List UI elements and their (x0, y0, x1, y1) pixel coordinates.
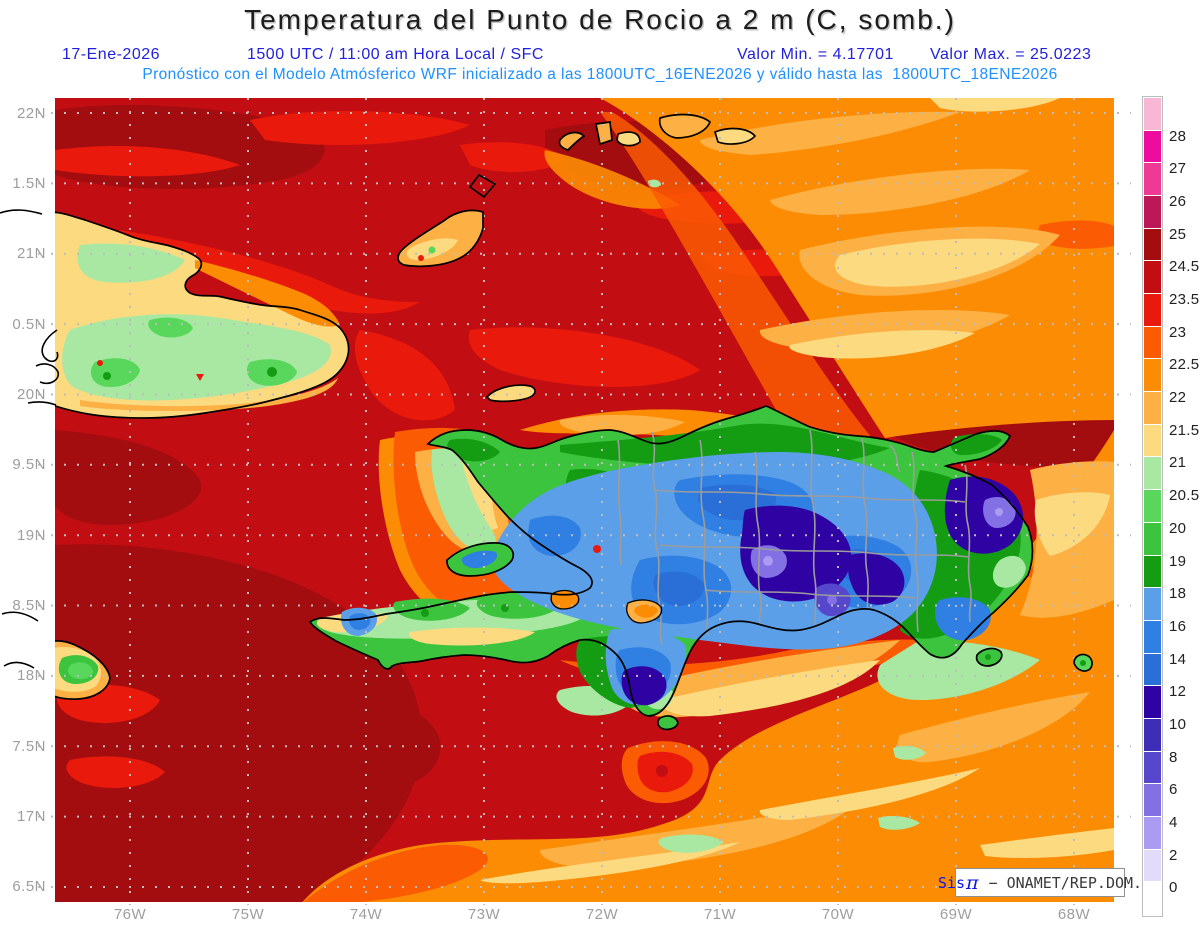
colorbar-cell (1144, 326, 1161, 359)
lat-tick-label: 9.5N (12, 456, 46, 474)
watermark-box: Sis π − ONAMET/REP.DOM. (938, 868, 1142, 897)
colorbar-cell (1144, 261, 1161, 294)
islands-bahamas-turks (398, 114, 755, 267)
colorbar-label: 28 (1169, 127, 1187, 145)
colorbar-cell (1144, 98, 1161, 130)
colorbar-label: 22 (1169, 389, 1187, 407)
colorbar-label: 16 (1169, 617, 1187, 635)
colorbar-label: 26 (1169, 193, 1187, 211)
max-value-label: Valor Max. = 25.0223 (930, 46, 1092, 63)
lat-tick-label: 22N (16, 104, 46, 122)
colorbar-label: 14 (1169, 650, 1187, 668)
admin-borders (617, 429, 972, 646)
colorbar-cell (1144, 457, 1161, 490)
colorbar-label: 18 (1169, 585, 1187, 603)
lat-tick-label: 8.5N (12, 597, 46, 615)
colorbar-label: 0 (1169, 879, 1178, 897)
colorbar-cell (1144, 522, 1161, 555)
lon-tick-label: 69W (939, 906, 973, 923)
lon-tick-label: 74W (349, 906, 383, 923)
colorbar-label: 27 (1169, 160, 1187, 178)
island-jamaica (55, 640, 110, 700)
watermark-text: − ONAMET/REP.DOM. (979, 873, 1143, 892)
watermark-brand: Sis (937, 873, 966, 892)
colorbar-cell (1144, 490, 1161, 522)
colorbar-label: 23.5 (1169, 291, 1200, 309)
colorbar-cell (1144, 163, 1161, 196)
gridlines (38, 98, 1131, 905)
colorbar-label: 20.5 (1169, 487, 1200, 505)
colorbar-label: 2 (1169, 846, 1178, 864)
colorbar-label: 21.5 (1169, 421, 1200, 439)
colorbar-cell (1144, 359, 1161, 392)
sea-vortex (637, 751, 693, 793)
watermark-pi-icon: π (966, 871, 979, 894)
colorbar-label: 21 (1169, 454, 1187, 472)
lon-tick-label: 71W (703, 906, 737, 923)
margin-coast-squiggles (0, 209, 60, 669)
colorbar-cell (1144, 849, 1161, 882)
lon-tick-label: 72W (585, 906, 619, 923)
colorbar-cell (1144, 228, 1161, 261)
colorbar-cell (1144, 620, 1161, 653)
colorbar-cell (1144, 130, 1161, 163)
colorbar-label: 10 (1169, 715, 1187, 733)
colorbar-label: 19 (1169, 552, 1187, 570)
colorbar-cell (1144, 816, 1161, 849)
lat-tick-label: 7.5N (12, 737, 46, 755)
colorbar-cell (1144, 686, 1161, 718)
lon-tick-label: 75W (231, 906, 265, 923)
colorbar-label: 25 (1169, 225, 1187, 243)
map-fill-layers (55, 98, 1114, 902)
lon-tick-label: 68W (1057, 906, 1091, 923)
lon-tick-label: 70W (821, 906, 855, 923)
islands-small (446, 542, 1093, 730)
model-info-line: Pronóstico con el Modelo Atmósferico WRF… (142, 66, 1058, 83)
colorbar-cell (1144, 882, 1161, 914)
colorbar-label: 20 (1169, 519, 1187, 537)
valid-time-label: 1500 UTC / 11:00 am Hora Local / SFC (247, 46, 544, 63)
colorbar-label: 12 (1169, 683, 1187, 701)
colorbar-cell (1144, 588, 1161, 620)
lon-tick-label: 73W (467, 906, 501, 923)
colorbar-label: 6 (1169, 781, 1178, 799)
lat-tick-label: 18N (16, 667, 46, 685)
colorbar-cell (1144, 555, 1161, 588)
colorbar-cell (1144, 653, 1161, 686)
lat-tick-label: 0.5N (12, 315, 46, 333)
colorbar-cell (1144, 784, 1161, 816)
min-value-label: Valor Min. = 4.17701 (737, 46, 894, 63)
colorbar-label: 23 (1169, 323, 1187, 341)
colorbar-cell (1144, 196, 1161, 228)
colorbar-label: 8 (1169, 748, 1178, 766)
lat-tick-label: 21N (16, 245, 46, 263)
lat-tick-label: 6.5N (12, 878, 46, 896)
colorbar-cell (1144, 718, 1161, 751)
lon-tick-label: 76W (113, 906, 147, 923)
lat-tick-label: 19N (16, 526, 46, 544)
colorbar-cell (1144, 751, 1161, 784)
date-label: 17-Ene-2026 (62, 46, 161, 63)
colorbar-cell (1144, 294, 1161, 326)
colorbar-label: 24.5 (1169, 258, 1200, 276)
lat-tick-label: 17N (16, 808, 46, 826)
lat-tick-label: 1.5N (12, 174, 46, 192)
colorbar-label: 22.5 (1169, 356, 1200, 374)
colorbar-cell (1144, 424, 1161, 457)
map-title: Temperatura del Punto de Rocio a 2 m (C,… (244, 4, 956, 35)
lat-tick-label: 20N (16, 385, 46, 403)
island-cuba (55, 212, 349, 418)
colorbar-label: 4 (1169, 813, 1178, 831)
colorbar-cell (1144, 392, 1161, 424)
